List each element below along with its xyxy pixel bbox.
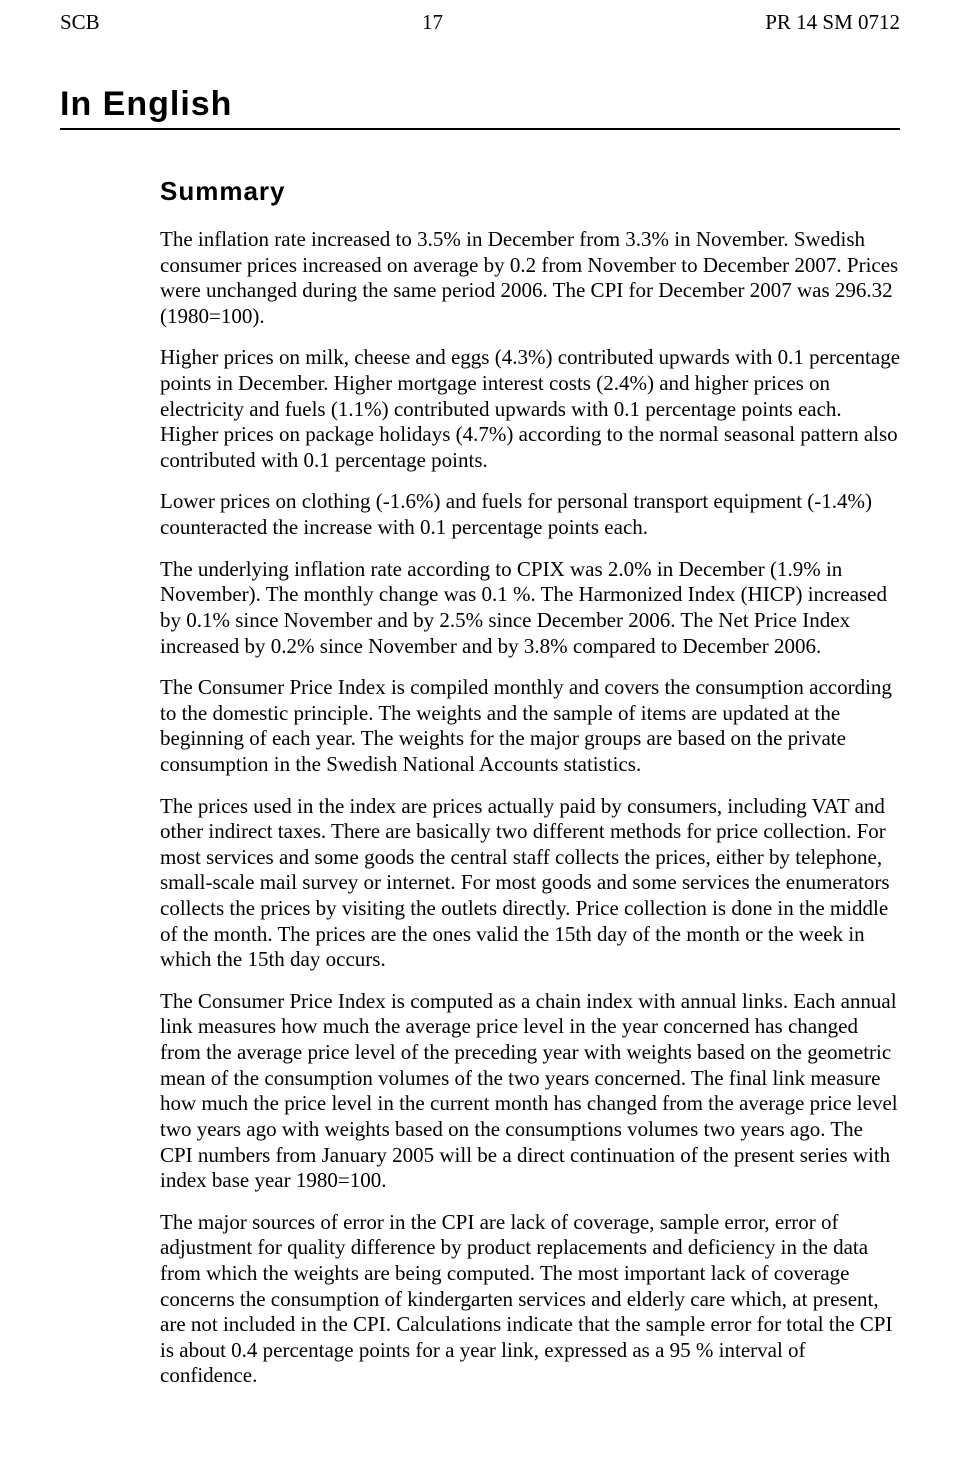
page-header: SCB 17 PR 14 SM 0712 — [60, 10, 900, 35]
paragraph: The inflation rate increased to 3.5% in … — [160, 227, 900, 329]
paragraph: Higher prices on milk, cheese and eggs (… — [160, 345, 900, 473]
content-block: Summary The inflation rate increased to … — [160, 176, 900, 1389]
section-heading: Summary — [160, 176, 900, 207]
paragraph: The Consumer Price Index is compiled mon… — [160, 675, 900, 777]
paragraph: The prices used in the index are prices … — [160, 794, 900, 973]
page-title: In English — [60, 85, 900, 124]
title-rule — [60, 128, 900, 130]
header-center: 17 — [422, 10, 443, 35]
page: SCB 17 PR 14 SM 0712 In English Summary … — [0, 0, 960, 1484]
header-left: SCB — [60, 10, 100, 35]
paragraph: The major sources of error in the CPI ar… — [160, 1210, 900, 1389]
header-right: PR 14 SM 0712 — [765, 10, 900, 35]
paragraph: The underlying inflation rate according … — [160, 557, 900, 659]
paragraph: The Consumer Price Index is computed as … — [160, 989, 900, 1194]
paragraph: Lower prices on clothing (-1.6%) and fue… — [160, 489, 900, 540]
